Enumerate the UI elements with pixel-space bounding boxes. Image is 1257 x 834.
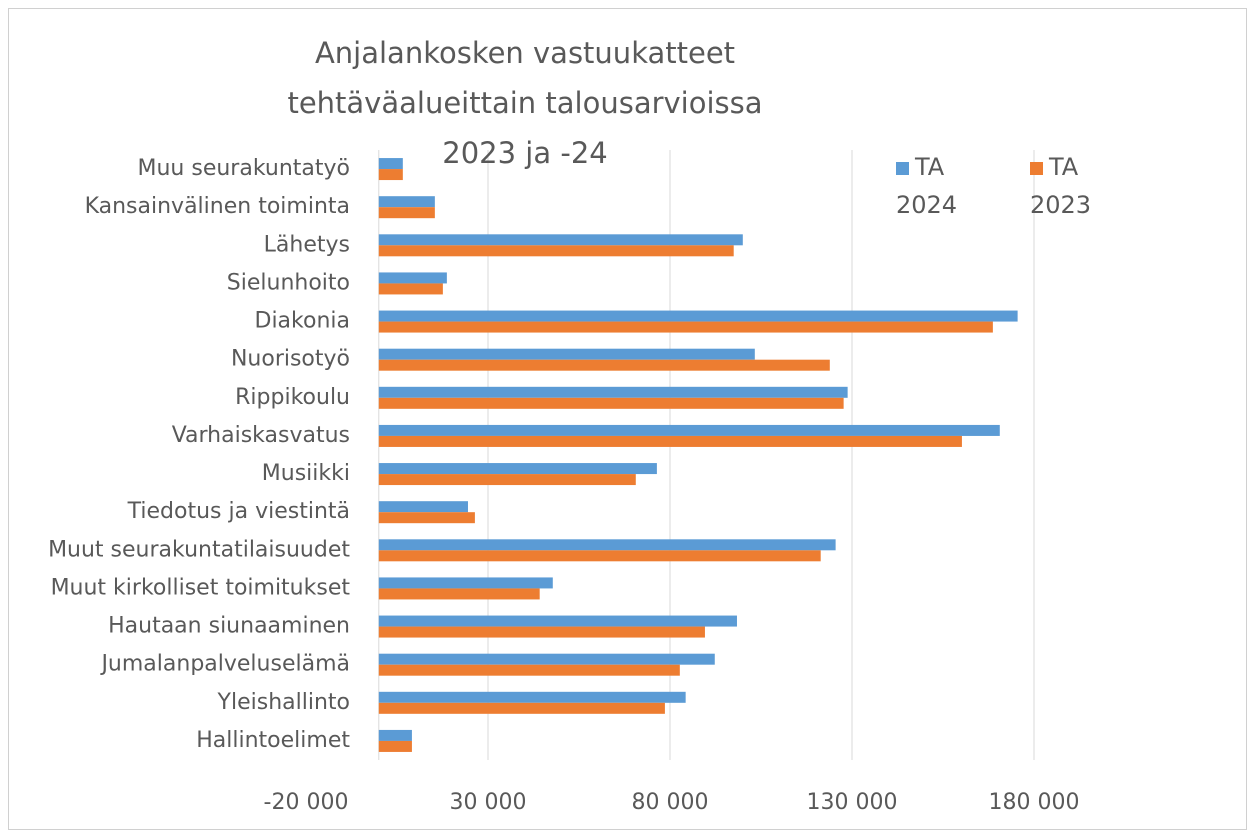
legend-item: TA 2023 [1030,148,1100,224]
bar [378,588,540,600]
y-tick-label: Rippikoulu [235,385,350,410]
bar [378,729,412,741]
y-tick-label: Nuorisotyö [231,347,350,372]
legend-swatch [896,162,909,175]
bar [378,435,962,447]
bar [378,272,447,284]
x-tick-label: 30 000 [450,790,527,815]
bar [378,283,443,295]
bar [378,539,836,551]
bar [378,691,686,703]
y-tick-label: Sielunhoito [227,270,350,295]
y-tick-label: Varhaiskasvatus [172,423,350,448]
bar [378,615,737,627]
y-tick-label: Hallintoelimet [196,728,350,753]
y-tick-label: Yleishallinto [217,690,350,715]
bar [378,474,636,486]
bar [378,501,468,513]
bar [378,386,848,398]
x-tick-label: 80 000 [632,790,709,815]
bar [378,424,1000,436]
bar [378,321,993,333]
bar [378,702,665,714]
bar [378,550,821,562]
y-tick-label: Kansainvälinen toiminta [85,194,350,219]
chart-title: Anjalankosken vastuukatteet tehtäväaluei… [287,36,763,170]
bar [378,234,743,246]
bar [378,158,403,170]
y-tick-label: Lähetys [264,232,350,257]
bar [378,653,715,665]
y-tick-label: Muut seurakuntatilaisuudet [48,537,350,562]
x-tick-label: -20 000 [264,790,349,815]
bar [378,245,734,257]
bar [378,577,553,589]
legend-swatch [1030,162,1043,175]
x-tick-label: 180 000 [989,790,1080,815]
bar [378,348,755,360]
bar [378,207,435,219]
bar [378,397,844,409]
legend-item: TA 2024 [896,148,966,224]
bar [378,196,435,208]
chart-frame [8,8,1247,830]
bar [378,463,657,475]
y-tick-label: Jumalanpalveluselämä [99,652,350,677]
y-tick-label: Tiedotus ja viestintä [127,499,350,524]
legend-label: TA 2024 [896,153,958,219]
bar [378,664,680,676]
y-tick-label: Muut kirkolliset toimitukset [51,575,351,600]
bar [378,512,475,524]
bar [378,169,403,181]
legend-label: TA 2023 [1030,153,1092,219]
bar [378,359,830,371]
x-tick-label: 130 000 [807,790,898,815]
y-tick-label: Diakonia [255,309,351,334]
bar [378,626,705,638]
y-tick-label: Hautaan siunaaminen [108,614,350,639]
y-tick-label: Muu seurakuntatyö [138,156,351,181]
bar [378,740,412,752]
y-tick-label: Musiikki [262,461,350,486]
bar [378,310,1018,322]
